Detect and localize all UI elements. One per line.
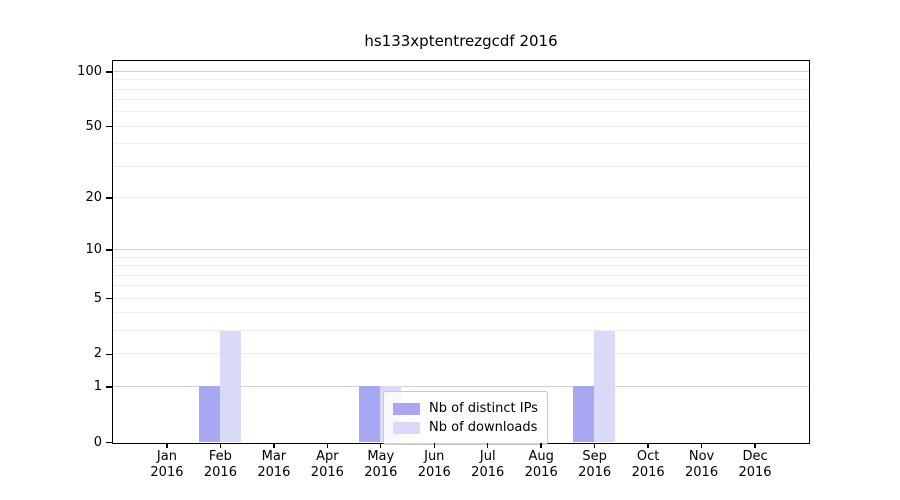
x-tick-year: 2016 bbox=[471, 464, 505, 480]
y-tick-label: 10 bbox=[85, 241, 102, 257]
x-tick-label: Apr 2016 bbox=[295, 449, 359, 481]
x-tick-year: 2016 bbox=[150, 464, 184, 480]
x-tick-label: Nov 2016 bbox=[670, 449, 734, 481]
x-tick-mark bbox=[487, 442, 489, 448]
x-tick-mark bbox=[219, 442, 222, 448]
legend-item: Nb of downloads bbox=[393, 419, 538, 436]
chart-title: hs133xptentrezgcdf 2016 bbox=[364, 32, 558, 50]
x-tick-mark bbox=[273, 442, 275, 448]
x-tick-month: Oct bbox=[636, 448, 660, 464]
x-tick-year: 2016 bbox=[631, 464, 665, 480]
gridline-major bbox=[113, 70, 809, 72]
x-tick-month: Jul bbox=[479, 448, 496, 464]
x-tick-label: Sep 2016 bbox=[563, 449, 627, 481]
gridline-minor bbox=[113, 165, 809, 167]
y-tick-mark bbox=[106, 197, 112, 199]
x-tick-label: Feb 2016 bbox=[188, 449, 252, 481]
x-tick-mark bbox=[433, 442, 435, 448]
gridline-minor bbox=[113, 312, 809, 314]
x-tick-month: Apr bbox=[316, 448, 339, 464]
x-tick-year: 2016 bbox=[524, 464, 558, 480]
x-tick-month: Dec bbox=[742, 448, 768, 464]
gridline-minor bbox=[113, 143, 809, 145]
y-tick-mark bbox=[106, 126, 112, 128]
x-tick-year: 2016 bbox=[738, 464, 772, 480]
bar-distinct-ips bbox=[198, 386, 220, 442]
x-tick-mark bbox=[593, 442, 596, 448]
bar-distinct-ips bbox=[359, 386, 381, 442]
legend-label: Nb of distinct IPs bbox=[429, 401, 538, 416]
y-tick-label: 0 bbox=[93, 434, 102, 450]
x-tick-month: May bbox=[367, 448, 395, 464]
x-tick-month: Mar bbox=[261, 448, 287, 464]
x-tick-label: Mar 2016 bbox=[242, 449, 306, 481]
x-tick-label: Jun 2016 bbox=[402, 449, 466, 481]
legend-swatch-icon bbox=[393, 421, 420, 434]
x-tick-year: 2016 bbox=[257, 464, 291, 480]
gridline-minor bbox=[113, 256, 809, 258]
y-tick-mark bbox=[106, 297, 112, 300]
x-tick-label: Aug 2016 bbox=[509, 449, 573, 481]
x-tick-month: Jun bbox=[424, 448, 445, 464]
plot-area: Nb of distinct IPs Nb of downloads bbox=[112, 60, 810, 445]
bar-downloads bbox=[219, 330, 241, 442]
bar-downloads bbox=[594, 330, 616, 442]
x-tick-month: Feb bbox=[208, 448, 232, 464]
gridline-minor bbox=[113, 88, 809, 90]
x-tick-year: 2016 bbox=[578, 464, 612, 480]
gridline-major bbox=[113, 248, 809, 250]
y-tick-mark bbox=[106, 249, 112, 251]
y-tick-label: 2 bbox=[93, 346, 102, 362]
legend-label: Nb of downloads bbox=[429, 420, 538, 435]
y-tick-mark bbox=[106, 386, 112, 388]
y-tick-label: 5 bbox=[93, 290, 102, 306]
x-tick-mark bbox=[380, 442, 382, 448]
legend-item: Nb of distinct IPs bbox=[393, 400, 538, 417]
y-tick-mark bbox=[106, 71, 112, 73]
x-tick-mark bbox=[326, 442, 329, 448]
legend: Nb of distinct IPs Nb of downloads bbox=[383, 391, 548, 445]
gridline-minor bbox=[113, 330, 809, 332]
legend-swatch-icon bbox=[393, 402, 420, 415]
gridline-major bbox=[113, 385, 809, 387]
x-tick-mark bbox=[647, 442, 649, 448]
gridline-minor bbox=[113, 79, 809, 81]
x-tick-label: Jan 2016 bbox=[135, 449, 199, 481]
gridline-minor bbox=[113, 99, 809, 101]
x-tick-label: Jul 2016 bbox=[456, 449, 520, 481]
x-tick-month: Nov bbox=[688, 448, 715, 464]
x-tick-year: 2016 bbox=[310, 464, 344, 480]
x-tick-year: 2016 bbox=[685, 464, 719, 480]
x-tick-mark bbox=[754, 442, 756, 448]
y-tick-label: 1 bbox=[93, 378, 102, 394]
x-tick-year: 2016 bbox=[203, 464, 237, 480]
y-tick-mark bbox=[106, 441, 112, 444]
y-tick-label: 20 bbox=[85, 190, 102, 206]
y-tick-label: 50 bbox=[85, 118, 102, 134]
x-tick-mark bbox=[700, 442, 703, 448]
x-tick-label: May 2016 bbox=[349, 449, 413, 481]
gridline-minor bbox=[113, 125, 809, 127]
bar-distinct-ips bbox=[573, 386, 595, 442]
x-tick-mark bbox=[540, 442, 542, 448]
x-tick-label: Dec 2016 bbox=[723, 449, 787, 481]
x-tick-month: Sep bbox=[582, 448, 607, 464]
gridline-minor bbox=[113, 285, 809, 287]
gridline-minor bbox=[113, 265, 809, 267]
x-tick-mark bbox=[166, 442, 168, 448]
x-tick-year: 2016 bbox=[364, 464, 398, 480]
gridline-minor bbox=[113, 353, 809, 355]
gridline-minor bbox=[113, 297, 809, 299]
gridline-minor bbox=[113, 111, 809, 113]
x-tick-month: Jan bbox=[156, 448, 177, 464]
gridline-minor bbox=[113, 197, 809, 199]
x-tick-year: 2016 bbox=[417, 464, 451, 480]
gridline-minor bbox=[113, 274, 809, 276]
x-tick-label: Oct 2016 bbox=[616, 449, 680, 481]
x-tick-month: Aug bbox=[528, 448, 554, 464]
y-tick-label: 100 bbox=[77, 63, 102, 79]
y-tick-mark bbox=[106, 353, 112, 355]
